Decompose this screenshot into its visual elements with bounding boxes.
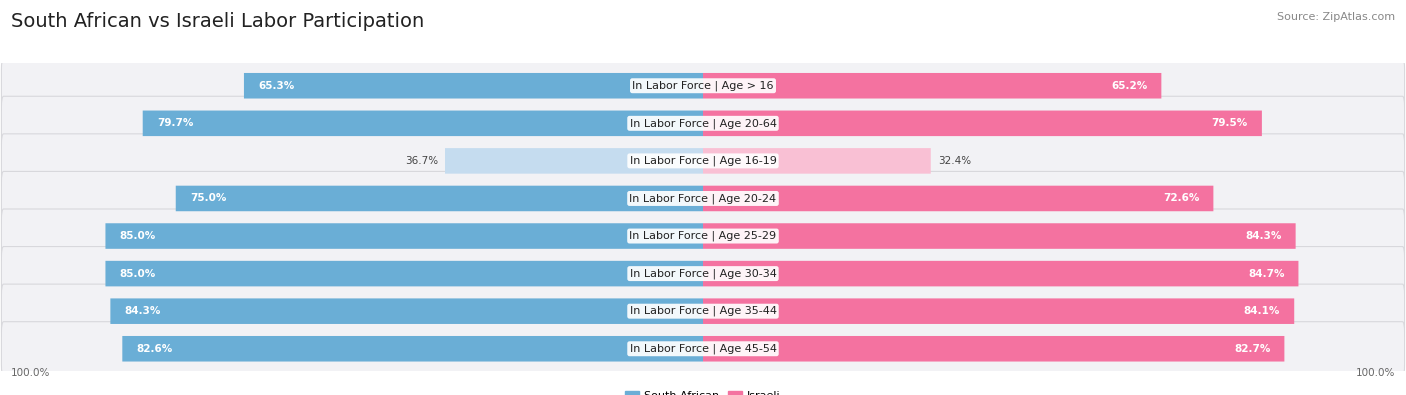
Text: 65.3%: 65.3% [259,81,294,91]
FancyBboxPatch shape [1,96,1405,150]
FancyBboxPatch shape [1,209,1405,263]
FancyBboxPatch shape [122,336,703,361]
Text: In Labor Force | Age 20-64: In Labor Force | Age 20-64 [630,118,776,128]
Text: 85.0%: 85.0% [120,269,156,278]
FancyBboxPatch shape [703,148,931,174]
FancyBboxPatch shape [1,134,1405,188]
Text: 75.0%: 75.0% [190,194,226,203]
FancyBboxPatch shape [703,261,1299,286]
Text: In Labor Force | Age 20-24: In Labor Force | Age 20-24 [630,193,776,204]
FancyBboxPatch shape [703,111,1263,136]
Text: 84.3%: 84.3% [125,306,160,316]
FancyBboxPatch shape [105,261,703,286]
Text: In Labor Force | Age 30-34: In Labor Force | Age 30-34 [630,268,776,279]
Text: 84.7%: 84.7% [1249,269,1285,278]
FancyBboxPatch shape [1,284,1405,338]
Text: 72.6%: 72.6% [1163,194,1199,203]
Text: 100.0%: 100.0% [11,368,51,378]
Text: 100.0%: 100.0% [1355,368,1395,378]
Text: In Labor Force | Age 45-54: In Labor Force | Age 45-54 [630,344,776,354]
FancyBboxPatch shape [105,223,703,249]
Text: 65.2%: 65.2% [1111,81,1147,91]
Text: South African vs Israeli Labor Participation: South African vs Israeli Labor Participa… [11,12,425,31]
FancyBboxPatch shape [1,246,1405,301]
FancyBboxPatch shape [176,186,703,211]
FancyBboxPatch shape [703,298,1294,324]
FancyBboxPatch shape [1,171,1405,226]
Text: In Labor Force | Age 16-19: In Labor Force | Age 16-19 [630,156,776,166]
Text: 36.7%: 36.7% [405,156,439,166]
FancyBboxPatch shape [1,322,1405,376]
FancyBboxPatch shape [703,336,1285,361]
Text: In Labor Force | Age 25-29: In Labor Force | Age 25-29 [630,231,776,241]
Text: 79.5%: 79.5% [1212,118,1249,128]
Text: 84.1%: 84.1% [1244,306,1281,316]
Text: 84.3%: 84.3% [1246,231,1282,241]
FancyBboxPatch shape [446,148,703,174]
Text: Source: ZipAtlas.com: Source: ZipAtlas.com [1277,12,1395,22]
FancyBboxPatch shape [111,298,703,324]
Text: In Labor Force | Age > 16: In Labor Force | Age > 16 [633,81,773,91]
FancyBboxPatch shape [143,111,703,136]
FancyBboxPatch shape [1,59,1405,113]
FancyBboxPatch shape [245,73,703,98]
Text: In Labor Force | Age 35-44: In Labor Force | Age 35-44 [630,306,776,316]
Text: 32.4%: 32.4% [938,156,972,166]
Text: 82.7%: 82.7% [1234,344,1271,354]
FancyBboxPatch shape [703,73,1161,98]
Text: 82.6%: 82.6% [136,344,173,354]
Text: 85.0%: 85.0% [120,231,156,241]
Text: 79.7%: 79.7% [156,118,193,128]
FancyBboxPatch shape [703,186,1213,211]
Legend: South African, Israeli: South African, Israeli [621,386,785,395]
FancyBboxPatch shape [703,223,1296,249]
